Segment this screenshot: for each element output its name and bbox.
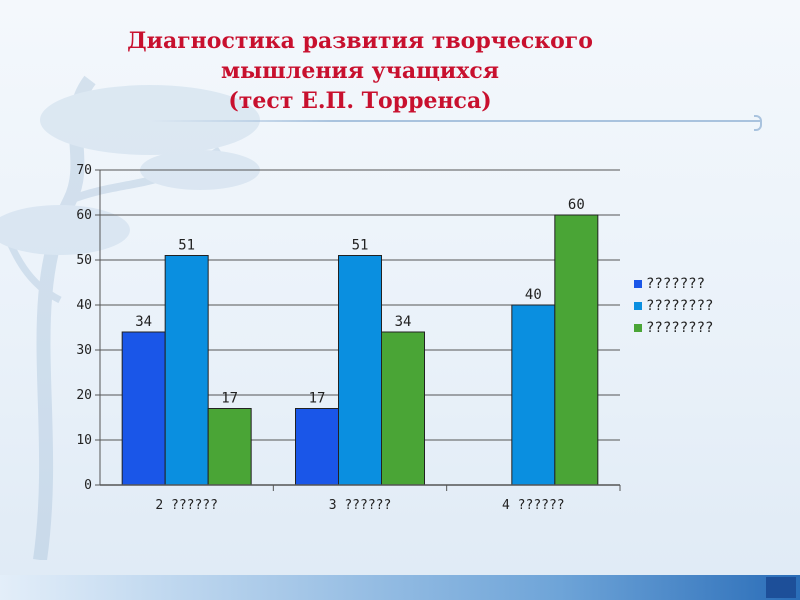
- legend-label: ???????: [646, 276, 705, 292]
- title-line-2: мышления учащихся: [221, 58, 499, 84]
- legend: ???????????????????????: [634, 276, 713, 336]
- data-label: 51: [352, 238, 369, 254]
- data-label: 40: [525, 287, 542, 303]
- legend-swatch: [634, 280, 642, 288]
- data-label: 17: [221, 391, 238, 407]
- title-divider: [150, 120, 760, 122]
- bar: [511, 304, 556, 486]
- legend-label: ????????: [646, 320, 713, 336]
- y-tick-label: 10: [76, 433, 92, 448]
- y-tick-label: 40: [76, 298, 92, 313]
- y-tick-label: 60: [76, 208, 92, 223]
- bars-layer: 34 51 17 17 51 34 40 60: [121, 197, 599, 486]
- footer-band: [0, 575, 800, 600]
- y-tick-label: 70: [76, 163, 92, 178]
- title-line-1: Диагностика развития творческого: [127, 28, 593, 54]
- data-label: 51: [178, 238, 195, 254]
- y-tick-label: 20: [76, 388, 92, 403]
- x-tick-label: 2 ??????: [155, 498, 218, 513]
- title-line-3: (тест Е.П. Торренса): [228, 88, 492, 114]
- legend-label: ????????: [646, 298, 713, 314]
- data-label: 34: [395, 314, 412, 330]
- bar: [121, 331, 166, 486]
- next-slide-arrow-icon[interactable]: [766, 577, 796, 598]
- y-tick-label: 50: [76, 253, 92, 268]
- y-tick-label: 0: [84, 478, 92, 493]
- data-label: 60: [568, 197, 585, 213]
- bar: [338, 255, 382, 486]
- bar: [207, 408, 252, 486]
- x-tick-label: 4 ??????: [502, 498, 565, 513]
- legend-swatch: [634, 302, 642, 310]
- x-tick-label: 3 ??????: [329, 498, 392, 513]
- axis-layer: 0 10 20 30 40 50 60 70 2 ?????? 3 ?????? 4 ??????: [76, 163, 621, 513]
- bar: [554, 214, 599, 486]
- legend-swatch: [634, 324, 642, 332]
- slide-title: Диагностика развития творческого мышлени…: [100, 26, 620, 116]
- bar: [295, 408, 339, 486]
- bar: [164, 255, 209, 486]
- bar: [381, 331, 425, 486]
- data-label: 17: [309, 391, 326, 407]
- title-divider-cap: [754, 115, 762, 131]
- y-tick-label: 30: [76, 343, 92, 358]
- data-label: 34: [135, 314, 152, 330]
